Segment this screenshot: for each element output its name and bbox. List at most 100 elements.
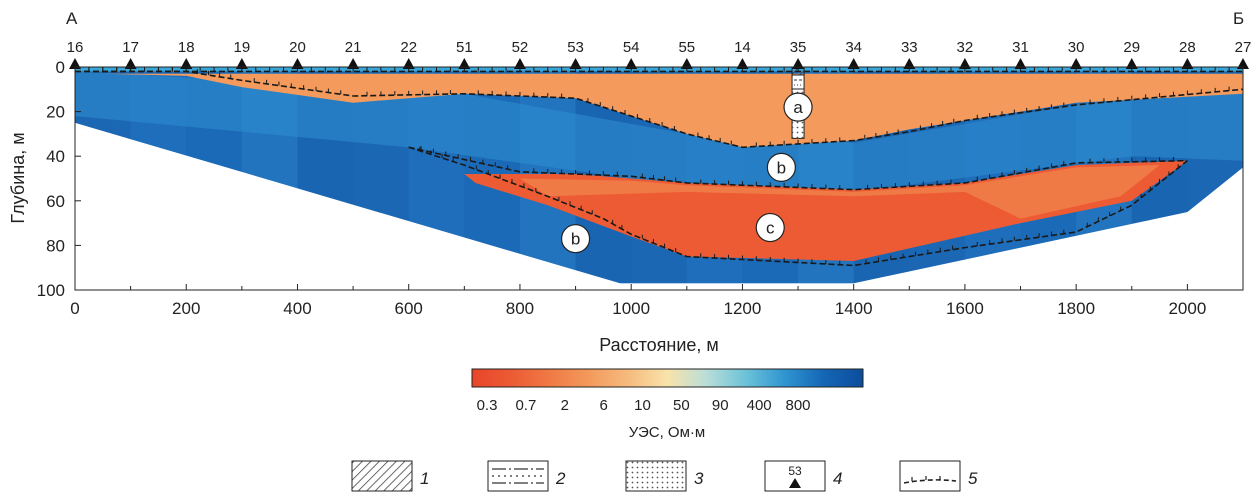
zone-label: a <box>793 98 803 117</box>
legend-swatch-3-dots-icon <box>625 460 687 492</box>
x-tick-label: 200 <box>172 299 200 318</box>
legend-number-2: 2 <box>555 469 566 488</box>
zone-labels: a c b b <box>560 92 813 254</box>
legend-station-label: 53 <box>788 464 802 478</box>
station-marker-icon <box>792 58 805 69</box>
station-label: 14 <box>734 39 751 56</box>
zone-a-area <box>102 73 1243 148</box>
station-marker-icon <box>625 58 638 69</box>
x-tick-label: 400 <box>283 299 311 318</box>
colorbar-tick-label: 90 <box>712 397 729 414</box>
station-label: 55 <box>678 39 695 56</box>
colorbar-tick-label: 400 <box>747 397 772 414</box>
station-marker-icon <box>513 58 526 69</box>
station-label: 28 <box>1179 39 1196 56</box>
section-plot <box>75 67 1243 284</box>
boundary-line <box>408 146 1188 267</box>
colorbar: 0.3 0.7 2 6 10 50 90 400 800 УЭС, Ом·м <box>471 368 864 441</box>
station-label: 51 <box>456 39 473 56</box>
zone-label: b <box>571 230 580 249</box>
x-tick-label: 1000 <box>612 299 650 318</box>
y-tick-label: 20 <box>46 103 65 122</box>
station-label: 17 <box>122 39 139 56</box>
station-label: 27 <box>1235 39 1252 56</box>
legend-swatch-5-boundary-line-icon <box>899 460 961 492</box>
low-resistivity-zones <box>102 73 1243 261</box>
legend-swatch-4-station-icon: 53 <box>764 460 826 492</box>
x-axis-title: Расстояние, м <box>599 335 719 355</box>
station-marker-icon <box>124 58 137 69</box>
y-tick-label: 0 <box>56 58 65 77</box>
x-tick-label: 600 <box>395 299 423 318</box>
station-label: 34 <box>845 39 862 56</box>
station-label: 30 <box>1068 39 1085 56</box>
middle-layer-band <box>75 71 1243 192</box>
zone-label-circle <box>755 212 785 243</box>
station-marker-icon <box>458 58 471 69</box>
colorbar-ticks: 0.3 0.7 2 6 10 50 90 400 800 <box>477 397 811 414</box>
station-label: 29 <box>1123 39 1140 56</box>
x-tick-label: 1400 <box>835 299 873 318</box>
station-marker-icon <box>1014 58 1027 69</box>
zone-label-circle <box>783 92 813 122</box>
x-tick-label: 1600 <box>946 299 984 318</box>
colorbar-tick-label: 50 <box>673 397 690 414</box>
zone-label: c <box>766 219 775 238</box>
colorbar-tick-label: 6 <box>599 397 607 414</box>
corner-label-right: Б <box>1233 9 1244 28</box>
borehole-dash-segment <box>791 74 805 90</box>
boundary-lines <box>75 67 1244 267</box>
legend-swatch-1-hatch-icon <box>351 460 413 492</box>
station-marker-icon <box>180 58 193 69</box>
y-tick-label: 80 <box>46 236 65 255</box>
axes: 0 200 400 600 800 1000 1200 1400 1600 1800 2000 0 20… <box>37 58 1244 318</box>
station-label: 19 <box>234 39 251 56</box>
zone-label: b <box>777 158 786 177</box>
x-tick-label: 800 <box>506 299 534 318</box>
station-markers: 16 17 18 19 20 21 22 51 52 53 54 55 14 35 34 33 32 31 30 29… <box>67 39 1252 69</box>
station-marker-icon <box>235 58 248 69</box>
station-label: 32 <box>957 39 974 56</box>
x-tick-label: 1800 <box>1057 299 1095 318</box>
zone-label-circle <box>560 224 591 254</box>
legend-number-5: 5 <box>968 469 978 488</box>
station-marker-icon <box>291 58 304 69</box>
station-marker-icon <box>1070 58 1083 69</box>
colorbar-tick-label: 10 <box>634 397 651 414</box>
station-marker-icon <box>69 58 81 69</box>
station-label: 20 <box>289 39 306 56</box>
zone-label-circle <box>766 152 796 182</box>
colorbar-ramp <box>471 368 864 388</box>
station-label: 21 <box>345 39 362 56</box>
station-label: 54 <box>623 39 640 56</box>
station-marker-icon <box>1125 58 1138 69</box>
x-tick-label: 0 <box>70 299 79 318</box>
y-axis-title: Глубина, м <box>8 132 28 223</box>
station-label: 16 <box>67 39 84 56</box>
zone-c-edge <box>520 165 1160 219</box>
y-tick-label: 40 <box>46 147 65 166</box>
station-marker-icon <box>847 58 860 69</box>
station-marker-icon <box>402 58 415 69</box>
colorbar-label: УЭС, Ом·м <box>629 424 705 441</box>
colorbar-tick-label: 0.3 <box>477 397 498 414</box>
legend-number-1: 1 <box>420 469 429 488</box>
colorbar-tick-label: 0.7 <box>515 397 536 414</box>
x-tick-label: 1200 <box>724 299 762 318</box>
corner-label-left: А <box>66 9 78 28</box>
x-tick-label: 2000 <box>1168 299 1206 318</box>
station-marker-icon <box>680 58 693 69</box>
station-label: 31 <box>1012 39 1029 56</box>
legend-swatch-2-dash-dot-icon <box>487 460 549 492</box>
station-label: 33 <box>901 39 918 56</box>
y-tick-label: 100 <box>37 281 65 300</box>
station-marker-icon <box>1181 58 1194 69</box>
boundary-line <box>75 70 1244 149</box>
legend-number-3: 3 <box>694 469 704 488</box>
y-tick-label: 60 <box>46 192 65 211</box>
station-label: 52 <box>512 39 529 56</box>
station-marker-icon <box>1237 58 1249 69</box>
legend: 1 2 3 53 4 5 <box>351 460 978 492</box>
station-label: 22 <box>400 39 417 56</box>
